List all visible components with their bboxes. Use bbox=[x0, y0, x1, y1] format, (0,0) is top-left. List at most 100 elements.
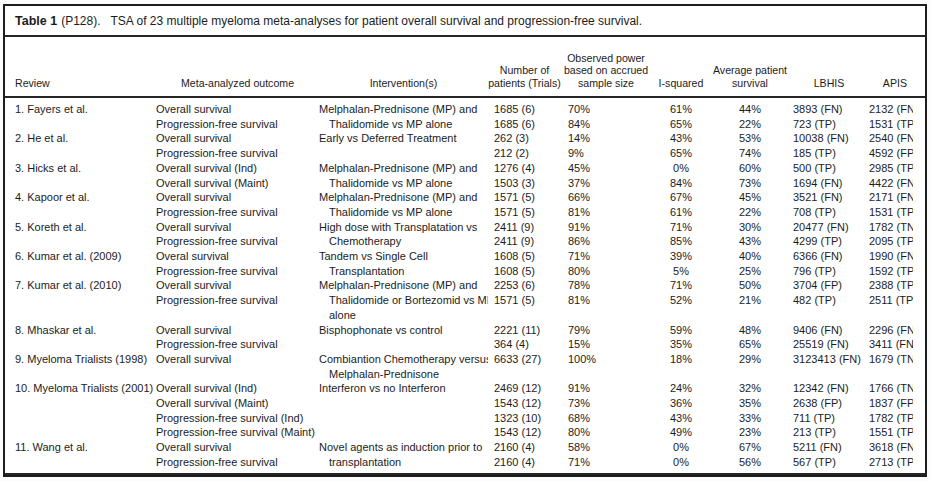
cell-intv: Interferon vs no Interferon bbox=[319, 381, 488, 396]
cell-n: 1608 (5) bbox=[488, 249, 561, 264]
cell-lbhis bbox=[789, 308, 869, 323]
cell-n: 1571 (5) bbox=[488, 205, 561, 220]
cell-apis: 2713 (TP) bbox=[869, 455, 913, 470]
cell-intv: Melphalan-Prednisone (MP) and bbox=[319, 190, 488, 205]
cell-lbhis: 4299 (TP) bbox=[789, 234, 869, 249]
cell-power: 81% bbox=[561, 293, 651, 308]
cell-power: 37% bbox=[561, 176, 651, 191]
page: Table 1 (P128). TSA of 23 multiple myelo… bbox=[0, 0, 931, 481]
cell-power: 80% bbox=[561, 264, 651, 279]
cell-lbhis: 1694 (FN) bbox=[789, 176, 869, 191]
cell-n: 1608 (5) bbox=[488, 264, 561, 279]
column-header-interventions: Intervention(s) bbox=[319, 77, 488, 90]
cell-n: 6633 (27) bbox=[488, 352, 561, 367]
cell-surv: 53% bbox=[711, 131, 789, 146]
cell-apis: 1766 (TN) bbox=[869, 381, 913, 396]
cell-lbhis: 3521 (FN) bbox=[789, 190, 869, 205]
cell-outcome: Progression-free survival (Ind) bbox=[156, 411, 319, 426]
cell-i2: 65% bbox=[651, 146, 711, 161]
cell-power: 81% bbox=[561, 205, 651, 220]
cell-intv: Tandem vs Single Cell bbox=[319, 249, 488, 264]
cell-i2: 39% bbox=[651, 249, 711, 264]
cell-i2: 65% bbox=[651, 117, 711, 132]
cell-n: 2411 (9) bbox=[488, 234, 561, 249]
table-row: 2. He et al.Overall survivalEarly vs Def… bbox=[5, 131, 925, 146]
cell-outcome: Overall survival (Maint) bbox=[156, 176, 319, 191]
cell-surv: 60% bbox=[711, 161, 789, 176]
cell-power: 68% bbox=[561, 411, 651, 426]
cell-review: 4. Kapoor et al. bbox=[15, 190, 156, 205]
cell-apis bbox=[869, 308, 913, 323]
cell-review bbox=[15, 234, 156, 249]
cell-n bbox=[488, 367, 561, 382]
cell-outcome: Overall survival bbox=[156, 220, 319, 235]
table-row: Progression-free survivalThalidomide vs … bbox=[5, 205, 925, 220]
cell-review: 3. Hicks et al. bbox=[15, 161, 156, 176]
cell-power: 86% bbox=[561, 234, 651, 249]
cell-lbhis: 25519 (FN) bbox=[789, 337, 869, 352]
cell-i2: 0% bbox=[651, 161, 711, 176]
cell-lbhis: 5211 (FN) bbox=[789, 440, 869, 455]
cell-review: 7. Kumar et al. (2010) bbox=[15, 278, 156, 293]
cell-i2: 36% bbox=[651, 396, 711, 411]
cell-i2: 84% bbox=[651, 176, 711, 191]
cell-intv bbox=[319, 396, 488, 411]
cell-outcome: Progression-free survival (Maint) bbox=[156, 425, 319, 440]
cell-apis: 3411 (FN) bbox=[869, 337, 913, 352]
cell-surv: 56% bbox=[711, 455, 789, 470]
cell-review: 11. Wang et al. bbox=[15, 440, 156, 455]
cell-intv: Melphalan-Prednisone bbox=[319, 367, 488, 382]
cell-intv: alone bbox=[319, 308, 488, 323]
cell-lbhis: 3704 (FP) bbox=[789, 278, 869, 293]
table-row: 8. Mhaskar et al.Overall survivalBisphop… bbox=[5, 323, 925, 338]
table-row: 3. Hicks et al.Overall survival (Ind)Mel… bbox=[5, 161, 925, 176]
cell-i2: 49% bbox=[651, 425, 711, 440]
cell-surv: 35% bbox=[711, 396, 789, 411]
cell-i2: 0% bbox=[651, 455, 711, 470]
cell-apis: 2095 (TP) bbox=[869, 234, 913, 249]
cell-apis: 1592 (TP) bbox=[869, 264, 913, 279]
cell-lbhis: 185 (TP) bbox=[789, 146, 869, 161]
cell-review bbox=[15, 264, 156, 279]
cell-n: 2411 (9) bbox=[488, 220, 561, 235]
cell-surv: 50% bbox=[711, 278, 789, 293]
cell-surv: 48% bbox=[711, 323, 789, 338]
cell-outcome: Overall survival bbox=[156, 440, 319, 455]
cell-n: 2160 (4) bbox=[488, 455, 561, 470]
cell-surv: 74% bbox=[711, 146, 789, 161]
cell-lbhis: 567 (TP) bbox=[789, 455, 869, 470]
cell-intv: Early vs Deferred Treatment bbox=[319, 131, 488, 146]
cell-apis: 2132 (FN) bbox=[869, 102, 913, 117]
cell-apis: 1551 (TP) bbox=[869, 425, 913, 440]
cell-power: 71% bbox=[561, 249, 651, 264]
cell-outcome: Overal survival bbox=[156, 249, 319, 264]
table-row: Progression-free survivalThalidomide vs … bbox=[5, 117, 925, 132]
cell-intv: Thalidomide vs MP alone bbox=[319, 117, 488, 132]
cell-power: 100% bbox=[561, 352, 651, 367]
cell-review bbox=[15, 396, 156, 411]
cell-i2: 24% bbox=[651, 381, 711, 396]
cell-apis: 2511 (TP) bbox=[869, 293, 913, 308]
cell-n: 1323 (10) bbox=[488, 411, 561, 426]
cell-i2: 52% bbox=[651, 293, 711, 308]
cell-outcome: Progression-free survival bbox=[156, 337, 319, 352]
cell-review bbox=[15, 308, 156, 323]
cell-outcome: Overall survival (Ind) bbox=[156, 381, 319, 396]
cell-lbhis: 711 (TP) bbox=[789, 411, 869, 426]
table-row: 9. Myeloma Trialists (1998)Overall survi… bbox=[5, 352, 925, 367]
cell-i2: 5% bbox=[651, 264, 711, 279]
table-title-label: Table 1 bbox=[15, 14, 57, 28]
cell-lbhis: 723 (TP) bbox=[789, 117, 869, 132]
cell-review bbox=[15, 367, 156, 382]
cell-apis: 1531 (TP) bbox=[869, 205, 913, 220]
cell-power bbox=[561, 367, 651, 382]
cell-lbhis: 500 (TP) bbox=[789, 161, 869, 176]
cell-power: 91% bbox=[561, 220, 651, 235]
cell-intv: Melphalan-Prednisone (MP) and bbox=[319, 161, 488, 176]
table-row: Overall survival (Maint)1543 (12)73%36%3… bbox=[5, 396, 925, 411]
cell-i2: 61% bbox=[651, 205, 711, 220]
table-row: 1. Fayers et al.Overall survivalMelphala… bbox=[5, 102, 925, 117]
cell-outcome: Overall survival bbox=[156, 352, 319, 367]
cell-surv bbox=[711, 308, 789, 323]
cell-n: 2221 (11) bbox=[488, 323, 561, 338]
